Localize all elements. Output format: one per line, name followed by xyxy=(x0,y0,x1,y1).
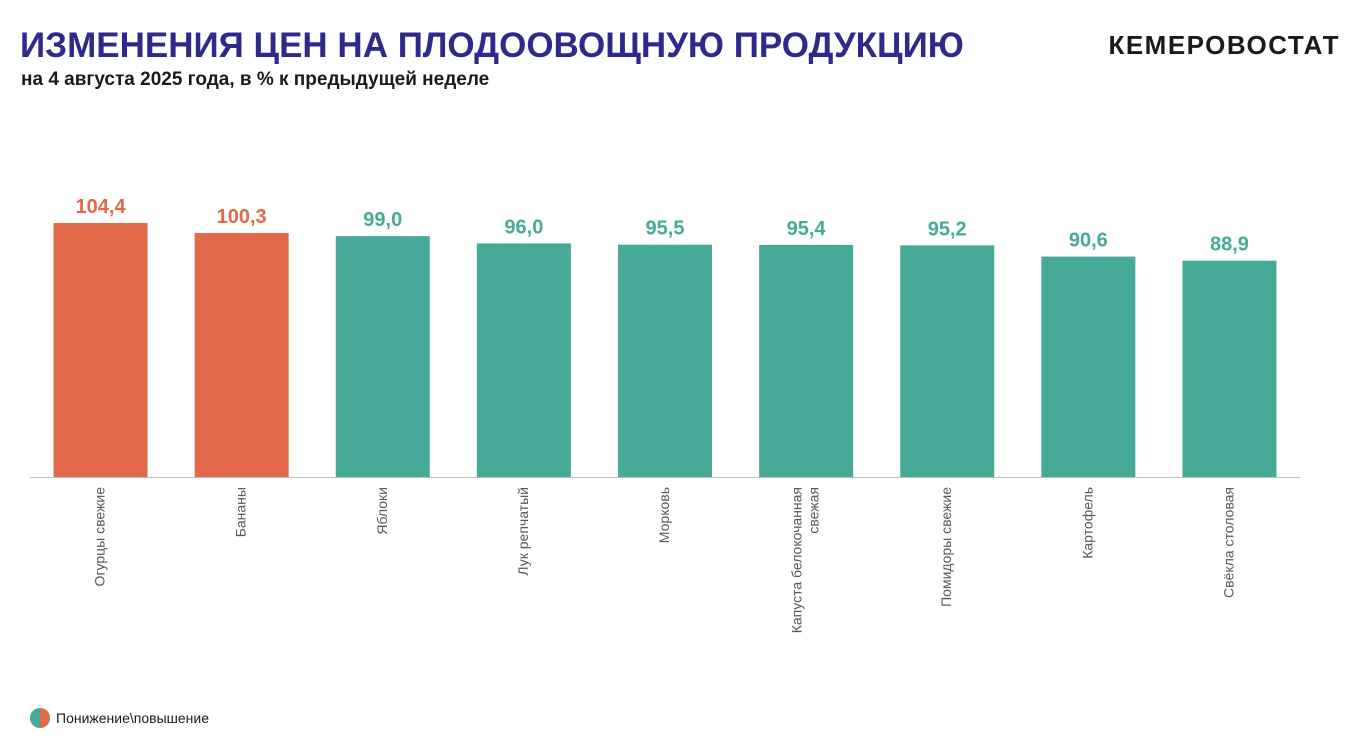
data-label: 100,3 xyxy=(217,206,267,228)
bar xyxy=(53,223,148,477)
data-label: 95,5 xyxy=(646,218,685,240)
tick-label: Морковь xyxy=(656,487,672,543)
bar xyxy=(900,245,995,477)
bar xyxy=(194,232,289,477)
tick-label: свежая xyxy=(806,487,822,534)
tick-label: Свёкла столовая xyxy=(1220,487,1236,598)
data-label: 95,4 xyxy=(787,218,827,240)
data-label: 104,4 xyxy=(76,196,127,218)
brand-logo: КЕМЕРОВОСТАТ xyxy=(1108,30,1340,60)
data-label: 99,0 xyxy=(363,209,402,231)
tick-label: Лук репчатый xyxy=(515,487,531,576)
tick-label: Капуста белокочанная xyxy=(789,487,805,633)
tick-label: Огурцы свежие xyxy=(92,487,108,587)
page-subtitle: на 4 августа 2025 года, в % к предыдущей… xyxy=(21,69,490,90)
tick-label: Яблоки xyxy=(374,487,390,535)
data-label: 96,0 xyxy=(504,216,543,238)
page-title: ИЗМЕНЕНИЯ ЦЕН НА ПЛОДООВОЩНУЮ ПРОДУКЦИЮ xyxy=(20,26,964,65)
bar xyxy=(618,244,712,477)
legend-label: Понижение\повышение xyxy=(56,710,210,726)
data-label: 95,2 xyxy=(928,218,967,240)
legend-swatch-increase xyxy=(40,708,50,728)
data-label: 90,6 xyxy=(1069,230,1108,252)
bar xyxy=(1182,260,1277,477)
bar xyxy=(335,236,430,477)
legend: Понижение\повышение xyxy=(30,708,209,728)
legend-swatch-icon xyxy=(30,708,50,728)
bar xyxy=(759,244,854,477)
bar xyxy=(1041,256,1136,477)
bar xyxy=(476,243,571,477)
tick-label: Бананы xyxy=(233,487,249,537)
tick-label: Картофель xyxy=(1079,487,1095,559)
data-label: 88,9 xyxy=(1210,234,1249,256)
tick-label: Помидоры свежие xyxy=(938,487,954,607)
